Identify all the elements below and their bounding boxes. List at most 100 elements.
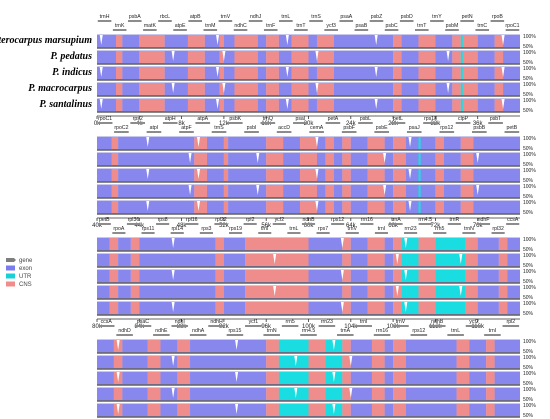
- conservation-region: [333, 153, 343, 165]
- gene-label: psbL: [360, 116, 371, 122]
- conservation-region: [333, 137, 343, 149]
- conservation-region: [206, 185, 224, 197]
- conservation-region: [507, 270, 520, 282]
- gene-label: rrn16: [361, 217, 373, 223]
- conservation-region: [177, 388, 191, 400]
- scale-100-label: 100%: [523, 403, 536, 409]
- similarity-dip: [404, 302, 408, 312]
- conservation-region: [206, 153, 224, 165]
- similarity-dip: [222, 83, 226, 93]
- conservation-region: [97, 286, 110, 298]
- similarity-dip: [235, 404, 239, 414]
- scale-100-label: 100%: [523, 387, 536, 393]
- conservation-region: [486, 340, 495, 352]
- conservation-region: [494, 404, 520, 416]
- conservation-region: [384, 372, 394, 384]
- gene-label: psaJ: [409, 125, 420, 131]
- gene-label: ndhB: [302, 217, 315, 223]
- conservation-region: [257, 83, 267, 95]
- conservation-region: [109, 270, 119, 282]
- conservation-region: [498, 270, 508, 282]
- conservation-region: [308, 340, 326, 352]
- conservation-region: [283, 137, 301, 149]
- species-track: 100% 50%: [97, 301, 536, 317]
- conservation-region: [443, 153, 461, 165]
- gene-label: trnV: [221, 14, 231, 20]
- conservation-region: [266, 372, 279, 384]
- gene-label: ndhH: [210, 319, 223, 325]
- conservation-region: [401, 286, 419, 298]
- axis-tick-label: 8k: [178, 121, 185, 127]
- similarity-dip: [315, 137, 319, 147]
- gene-label: trnA: [341, 328, 351, 334]
- conservation-region: [405, 201, 419, 213]
- conservation-region: [266, 51, 279, 63]
- conservation-region: [494, 372, 520, 384]
- gene-label: rpl22: [215, 217, 227, 223]
- gene-label: matK: [144, 23, 157, 29]
- conservation-region: [462, 99, 478, 111]
- conservation-region: [266, 340, 279, 352]
- conservation-region: [477, 238, 499, 250]
- conservation-region: [118, 185, 195, 197]
- conservation-region: [405, 404, 457, 416]
- similarity-dip: [383, 153, 387, 163]
- conservation-region: [316, 153, 326, 165]
- conservation-region: [473, 137, 520, 149]
- conservation-region: [342, 254, 351, 266]
- gene-label: rpoC1: [505, 23, 519, 29]
- conservation-region: [503, 35, 520, 47]
- axis-tick-label: 56k: [261, 223, 272, 229]
- conservation-region: [333, 67, 394, 79]
- species-track: 100% 50%: [97, 237, 536, 253]
- gene-label: psbK: [229, 116, 241, 122]
- similarity-dip: [216, 67, 220, 77]
- gene-label: ccsA: [507, 217, 519, 223]
- conservation-region: [308, 238, 343, 250]
- conservation-region: [405, 169, 419, 181]
- conservation-region: [177, 372, 191, 384]
- conservation-region: [278, 388, 309, 400]
- conservation-region: [228, 185, 267, 197]
- conservation-region: [418, 67, 436, 79]
- conservation-region: [371, 356, 385, 368]
- conservation-region: [342, 270, 351, 282]
- conservation-region: [325, 201, 334, 213]
- gene-label: psbD: [401, 14, 413, 20]
- axis-tick-label: 80k: [92, 324, 103, 330]
- conservation-region: [435, 185, 444, 197]
- conservation-region: [384, 238, 394, 250]
- species-track: 100% 50%: [97, 66, 536, 82]
- conservation-region: [122, 51, 140, 63]
- conservation-region: [187, 83, 205, 95]
- panels: trnHtrnKpsbAmatKrbcLatpEatpBtrnMtrnVndhC…: [92, 14, 536, 419]
- conservation-region: [204, 35, 220, 47]
- conservation-region: [477, 286, 499, 298]
- conservation-region: [420, 169, 436, 181]
- scale-50-label: 50%: [523, 60, 534, 66]
- conservation-region: [204, 99, 220, 111]
- conservation-region: [308, 286, 343, 298]
- conservation-region: [116, 83, 123, 95]
- similarity-dip: [273, 286, 277, 296]
- gene-label: trnV: [348, 226, 358, 232]
- gene-label: atpH: [165, 116, 176, 122]
- conservation-region: [164, 67, 188, 79]
- conservation-region: [164, 51, 188, 63]
- conservation-region: [97, 51, 117, 63]
- gene-label: trnL: [281, 14, 290, 20]
- conservation-region: [325, 356, 343, 368]
- conservation-region: [507, 286, 520, 298]
- conservation-region: [486, 388, 495, 400]
- conservation-region: [384, 201, 394, 213]
- conservation-region: [401, 270, 419, 282]
- gene-label: rps3: [201, 226, 211, 232]
- conservation-region: [350, 388, 372, 400]
- conservation-region: [486, 372, 495, 384]
- conservation-region: [325, 153, 334, 165]
- conservation-region: [367, 185, 385, 197]
- conservation-region: [234, 51, 258, 63]
- conservation-region: [97, 404, 114, 416]
- gene-label: ndhJ: [250, 14, 262, 20]
- conservation-region: [405, 185, 419, 197]
